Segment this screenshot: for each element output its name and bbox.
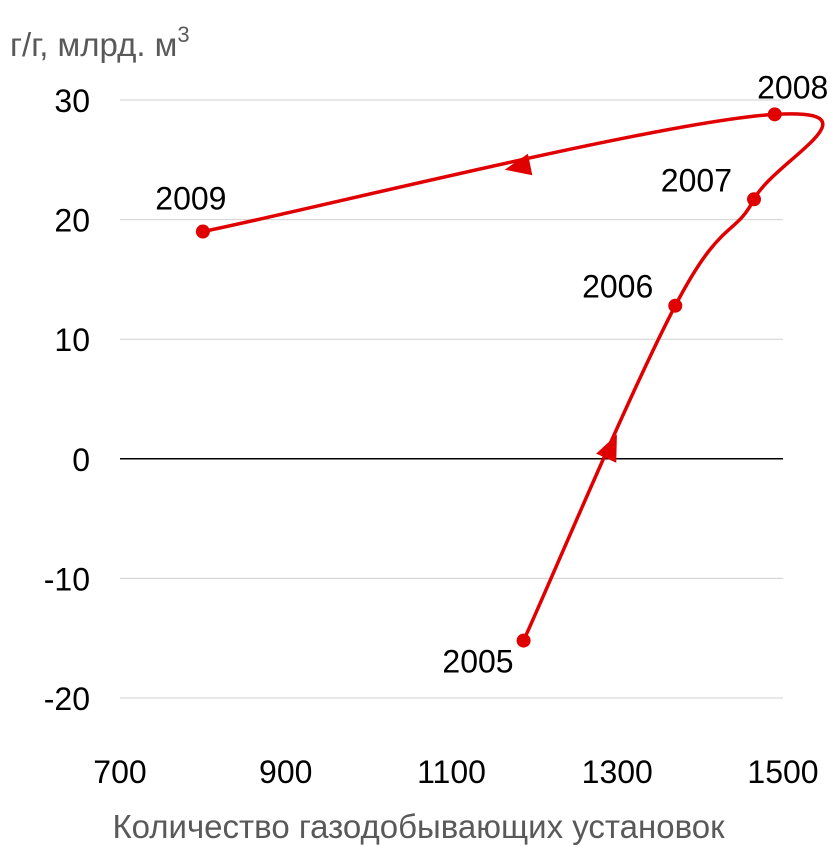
y-tick-label: -20: [44, 681, 90, 717]
data-point: [767, 107, 782, 122]
data-point: [746, 192, 761, 207]
data-point: [668, 298, 683, 313]
x-tick-label: 1300: [582, 754, 653, 790]
data-point-label: 2009: [155, 181, 226, 217]
y-axis-title-superscript: 3: [177, 22, 190, 47]
arrow-left-icon: [504, 153, 533, 176]
y-tick-labels: 30 20 10 0 -10 -20: [44, 83, 90, 717]
arrow-up-icon: [596, 434, 617, 463]
series-line-group: [201, 112, 825, 643]
data-point-label: 2005: [442, 644, 513, 680]
x-tick-label: 700: [93, 754, 146, 790]
y-tick-label: 10: [54, 322, 90, 358]
x-tick-label: 1500: [747, 754, 818, 790]
data-point: [516, 633, 531, 648]
data-point: [195, 224, 210, 239]
series-line: [201, 112, 825, 643]
x-axis-title: Количество газодобывающих установок: [112, 808, 725, 845]
data-point-label: 2006: [582, 269, 653, 305]
gridlines: [120, 99, 783, 699]
data-points: [195, 107, 782, 648]
y-tick-label: 20: [54, 203, 90, 239]
y-tick-label: 0: [72, 442, 90, 478]
x-tick-label: 900: [259, 754, 312, 790]
y-tick-label: 30: [54, 83, 90, 119]
x-tick-label: 1100: [417, 754, 486, 790]
data-point-label: 2008: [757, 69, 828, 105]
y-axis-title-text: г/г, млрд. м: [10, 26, 178, 63]
y-tick-label: -10: [44, 561, 90, 597]
point-labels: 2005 2006 2007 2008 2009: [155, 69, 828, 679]
direction-arrows: [504, 153, 617, 463]
y-axis-title: г/г, млрд. м3: [10, 22, 190, 64]
x-tick-labels: 700 900 1100 1300 1500: [93, 754, 818, 790]
data-point-label: 2007: [661, 162, 732, 198]
